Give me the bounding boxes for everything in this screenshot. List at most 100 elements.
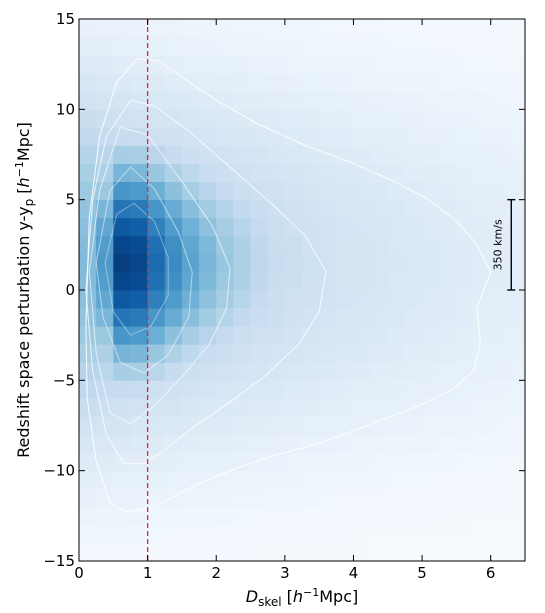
heatmap-cell bbox=[439, 109, 457, 128]
heatmap-cell bbox=[199, 271, 217, 291]
heatmap-cell bbox=[233, 506, 251, 526]
heatmap-cell bbox=[456, 488, 474, 508]
heatmap-cell bbox=[113, 253, 131, 273]
heatmap-cell bbox=[302, 163, 320, 182]
heatmap-cell bbox=[319, 91, 337, 110]
x-axis-label-unit-h: h bbox=[293, 587, 303, 606]
heatmap-cell bbox=[113, 434, 131, 453]
heatmap-cell bbox=[302, 506, 320, 526]
heatmap-cell bbox=[233, 253, 251, 273]
heatmap-cell bbox=[147, 235, 166, 255]
heatmap-cell bbox=[147, 542, 166, 561]
heatmap-cell bbox=[267, 308, 286, 327]
heatmap-cell bbox=[473, 524, 492, 544]
heatmap-cell bbox=[181, 91, 200, 110]
heatmap-cell bbox=[164, 73, 183, 92]
heatmap-cell bbox=[113, 362, 131, 381]
heatmap-cell bbox=[130, 434, 149, 453]
heatmap-cell bbox=[199, 127, 217, 146]
heatmap-cell bbox=[404, 452, 423, 472]
heatmap-cell bbox=[233, 542, 251, 561]
heatmap-cell bbox=[164, 308, 183, 327]
heatmap-cell bbox=[267, 19, 286, 38]
heatmap-cell bbox=[404, 380, 423, 399]
heatmap-cell bbox=[490, 163, 509, 182]
heatmap-cell bbox=[147, 308, 166, 327]
heatmap-cell bbox=[130, 524, 149, 544]
heatmap-cell bbox=[147, 470, 166, 490]
heatmap-cell bbox=[164, 542, 183, 561]
heatmap-cell bbox=[96, 434, 114, 453]
heatmap-cell bbox=[353, 109, 372, 128]
heatmap-cell bbox=[113, 542, 131, 561]
heatmap-cell bbox=[302, 145, 320, 164]
heatmap-cell bbox=[130, 452, 149, 472]
heatmap-cell bbox=[387, 362, 406, 381]
heatmap-cell bbox=[233, 109, 251, 128]
heatmap-cell bbox=[233, 434, 251, 453]
heatmap-cell bbox=[181, 434, 200, 453]
heatmap-cell bbox=[473, 253, 492, 273]
heatmap-cell bbox=[130, 145, 149, 164]
heatmap-cell bbox=[370, 290, 389, 309]
heatmap-cell bbox=[370, 271, 389, 291]
heatmap-cell bbox=[353, 344, 372, 363]
heatmap-cell bbox=[79, 542, 97, 561]
heatmap-cell bbox=[79, 452, 97, 472]
heatmap-cell bbox=[507, 73, 525, 92]
heatmap-cell bbox=[319, 163, 337, 182]
heatmap-cell bbox=[387, 488, 406, 508]
heatmap-cell bbox=[490, 398, 509, 417]
heatmap-cell bbox=[473, 506, 492, 526]
heatmap-cell bbox=[456, 235, 474, 255]
heatmap-cell bbox=[370, 506, 389, 526]
heatmap-cell bbox=[456, 181, 474, 201]
heatmap-cell bbox=[370, 109, 389, 128]
heatmap-cell bbox=[113, 488, 131, 508]
heatmap-cell bbox=[336, 326, 354, 345]
heatmap-cell bbox=[404, 181, 423, 201]
heatmap-cell bbox=[181, 19, 200, 38]
heatmap-cell bbox=[507, 488, 525, 508]
heatmap-cell bbox=[422, 145, 440, 164]
heatmap-cell bbox=[319, 109, 337, 128]
heatmap-cell bbox=[199, 235, 217, 255]
heatmap-cell bbox=[319, 452, 337, 472]
heatmap-cell bbox=[387, 127, 406, 146]
heatmap-cell bbox=[404, 506, 423, 526]
heatmap-cell bbox=[164, 290, 183, 309]
heatmap-cell bbox=[302, 452, 320, 472]
heatmap-cell bbox=[96, 362, 114, 381]
heatmap-cell bbox=[507, 416, 525, 435]
heatmap-cell bbox=[233, 37, 251, 56]
heatmap-cell bbox=[387, 326, 406, 345]
heatmap-cell bbox=[181, 109, 200, 128]
heatmap-cell bbox=[353, 163, 372, 182]
x-axis-ticks: 0 1 2 3 4 5 6 bbox=[74, 19, 495, 582]
heatmap-cell bbox=[130, 235, 149, 255]
heatmap-cell bbox=[284, 290, 303, 309]
heatmap-cell bbox=[422, 488, 440, 508]
heatmap-cell bbox=[130, 217, 149, 237]
heatmap-cell bbox=[147, 380, 166, 399]
heatmap-cell bbox=[181, 290, 200, 309]
heatmap-cell bbox=[353, 127, 372, 146]
heatmap-cell bbox=[79, 127, 97, 146]
heatmap-cell bbox=[319, 37, 337, 56]
heatmap-cell bbox=[319, 181, 337, 201]
heatmap-cell bbox=[473, 181, 492, 201]
heatmap-cell bbox=[490, 326, 509, 345]
heatmap-cell bbox=[387, 19, 406, 38]
heatmap-cell bbox=[216, 181, 234, 201]
heatmap-cell bbox=[181, 163, 200, 182]
heatmap-cell bbox=[422, 217, 440, 237]
heatmap-cell bbox=[456, 542, 474, 561]
heatmap-cell bbox=[130, 253, 149, 273]
x-tick-label: 0 bbox=[74, 564, 84, 582]
heatmap-cell bbox=[370, 199, 389, 219]
heatmap-cell bbox=[199, 55, 217, 74]
heatmap-cell bbox=[456, 452, 474, 472]
heatmap-cell bbox=[250, 416, 269, 435]
heatmap-cell bbox=[113, 145, 131, 164]
heatmap-cell bbox=[319, 127, 337, 146]
